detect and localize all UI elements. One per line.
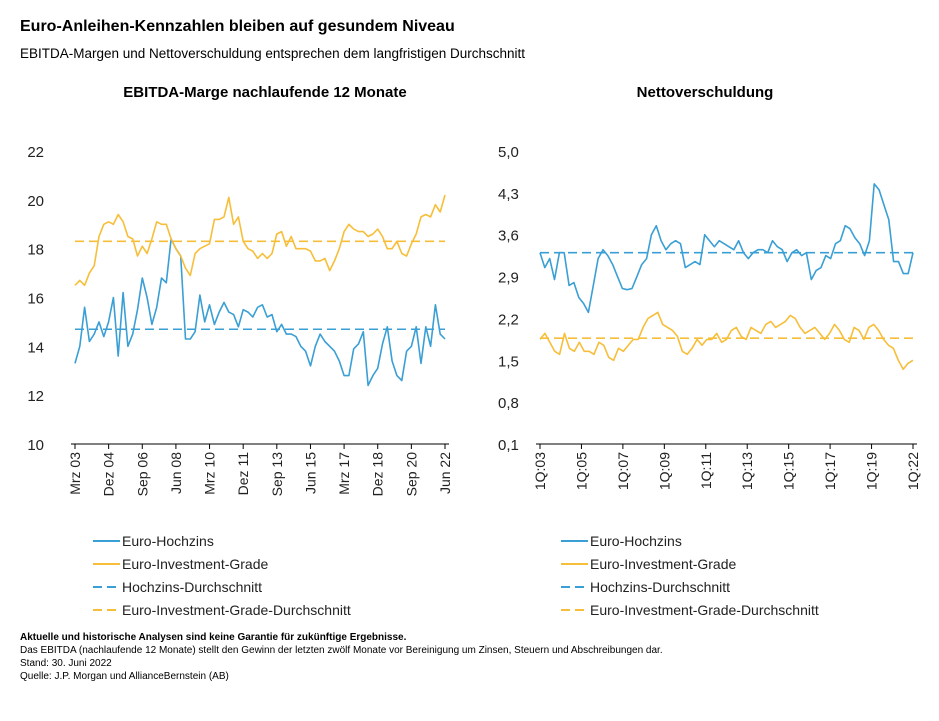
netdebt-xtick-7: 1Q:17 [822, 452, 838, 490]
ebitda-xtick-2: Sep 06 [134, 452, 150, 497]
netdebt-xtick-9: 1Q:22 [905, 452, 921, 490]
netdebt-series-1 [539, 311, 914, 371]
netdebt-ytick-7: 5,0 [498, 144, 519, 161]
netdebt-legend-label-0: Euro-Hochzins [590, 533, 682, 549]
netdebt-xtick-4: 1Q:11 [698, 452, 714, 489]
ebitda-ytick-6: 22 [27, 144, 44, 161]
ebitda-note: Das EBITDA (nachlaufende 12 Monate) stel… [20, 645, 663, 656]
netdebt-ytick-6: 4,3 [498, 186, 519, 203]
ebitda-xtick-5: Dez 11 [235, 452, 251, 496]
netdebt-xtick-1: 1Q:05 [573, 452, 589, 490]
ebitda-legend-label-0: Euro-Hochzins [122, 533, 214, 549]
netdebt-legend-label-3: Euro-Investment-Grade-Durchschnitt [590, 602, 819, 618]
netdebt-series-0 [539, 183, 914, 314]
ebitda-xtick-1: Dez 04 [101, 452, 117, 497]
netdebt-ytick-4: 2,9 [498, 270, 519, 287]
ebitda-xtick-0: Mrz 03 [67, 452, 83, 495]
ebitda-xtick-8: Mrz 17 [336, 452, 352, 495]
ebitda-series-0 [74, 238, 446, 387]
netdebt-ytick-0: 0,1 [498, 437, 519, 454]
net-debt-chart: 0,1 0,8 1,5 2,2 2,9 3,6 4,3 5,0 1Q:03 1Q:05 1Q:07 1… [498, 144, 921, 618]
ebitda-legend-label-2: Hochzins-Durchschnitt [122, 579, 262, 595]
netdebt-ytick-1: 0,8 [498, 395, 519, 412]
netdebt-xtick-6: 1Q:15 [781, 452, 797, 490]
ebitda-ytick-2: 14 [27, 339, 44, 356]
page-title: Euro-Anleihen-Kennzahlen bleiben auf ges… [20, 18, 455, 35]
ebitda-ytick-0: 10 [27, 437, 44, 454]
ebitda-series-1 [74, 194, 446, 287]
ebitda-ytick-4: 18 [27, 242, 44, 259]
netdebt-ytick-3: 2,2 [498, 311, 519, 328]
disclaimer: Aktuelle und historische Analysen sind k… [20, 632, 407, 643]
page-subtitle: EBITDA-Margen und Nettoverschuldung ents… [20, 46, 526, 61]
ebitda-xtick-7: Jun 15 [302, 452, 318, 494]
netdebt-xtick-0: 1Q:03 [532, 452, 548, 490]
netdebt-legend-label-2: Hochzins-Durchschnitt [590, 579, 730, 595]
as-of-date: Stand: 30. Juni 2022 [20, 658, 112, 669]
netdebt-xtick-8: 1Q:19 [864, 452, 880, 490]
netdebt-xtick-5: 1Q:13 [739, 452, 755, 490]
netdebt-ytick-5: 3,6 [498, 228, 519, 245]
ebitda-ytick-1: 12 [27, 388, 44, 405]
ebitda-ytick-5: 20 [27, 193, 44, 210]
ebitda-xtick-9: Dez 18 [370, 452, 386, 497]
ebitda-xtick-10: Sep 20 [403, 452, 419, 497]
netdebt-xtick-2: 1Q:07 [615, 452, 631, 490]
left-chart-title: EBITDA-Marge nachlaufende 12 Monate [123, 84, 407, 101]
ebitda-ytick-3: 16 [27, 291, 44, 308]
netdebt-legend-label-1: Euro-Investment-Grade [590, 556, 736, 572]
ebitda-legend-label-1: Euro-Investment-Grade [122, 556, 268, 572]
source: Quelle: J.P. Morgan und AllianceBernstei… [20, 671, 229, 682]
footnotes: Aktuelle und historische Analysen sind k… [20, 631, 920, 683]
ebitda-xtick-11: Jun 22 [437, 452, 453, 494]
netdebt-ytick-2: 1,5 [498, 353, 519, 370]
ebitda-xtick-6: Sep 13 [269, 452, 285, 497]
right-chart-title: Nettoverschuldung [636, 84, 774, 101]
ebitda-xtick-4: Mrz 10 [202, 452, 218, 495]
netdebt-xtick-3: 1Q:09 [656, 452, 672, 490]
ebitda-margin-chart: 10 12 14 16 18 20 22 Mrz 03 Dez 04 Sep 06 Jun 08 Mr… [27, 144, 453, 618]
ebitda-legend-label-3: Euro-Investment-Grade-Durchschnitt [122, 602, 351, 618]
ebitda-xtick-3: Jun 08 [168, 452, 184, 494]
